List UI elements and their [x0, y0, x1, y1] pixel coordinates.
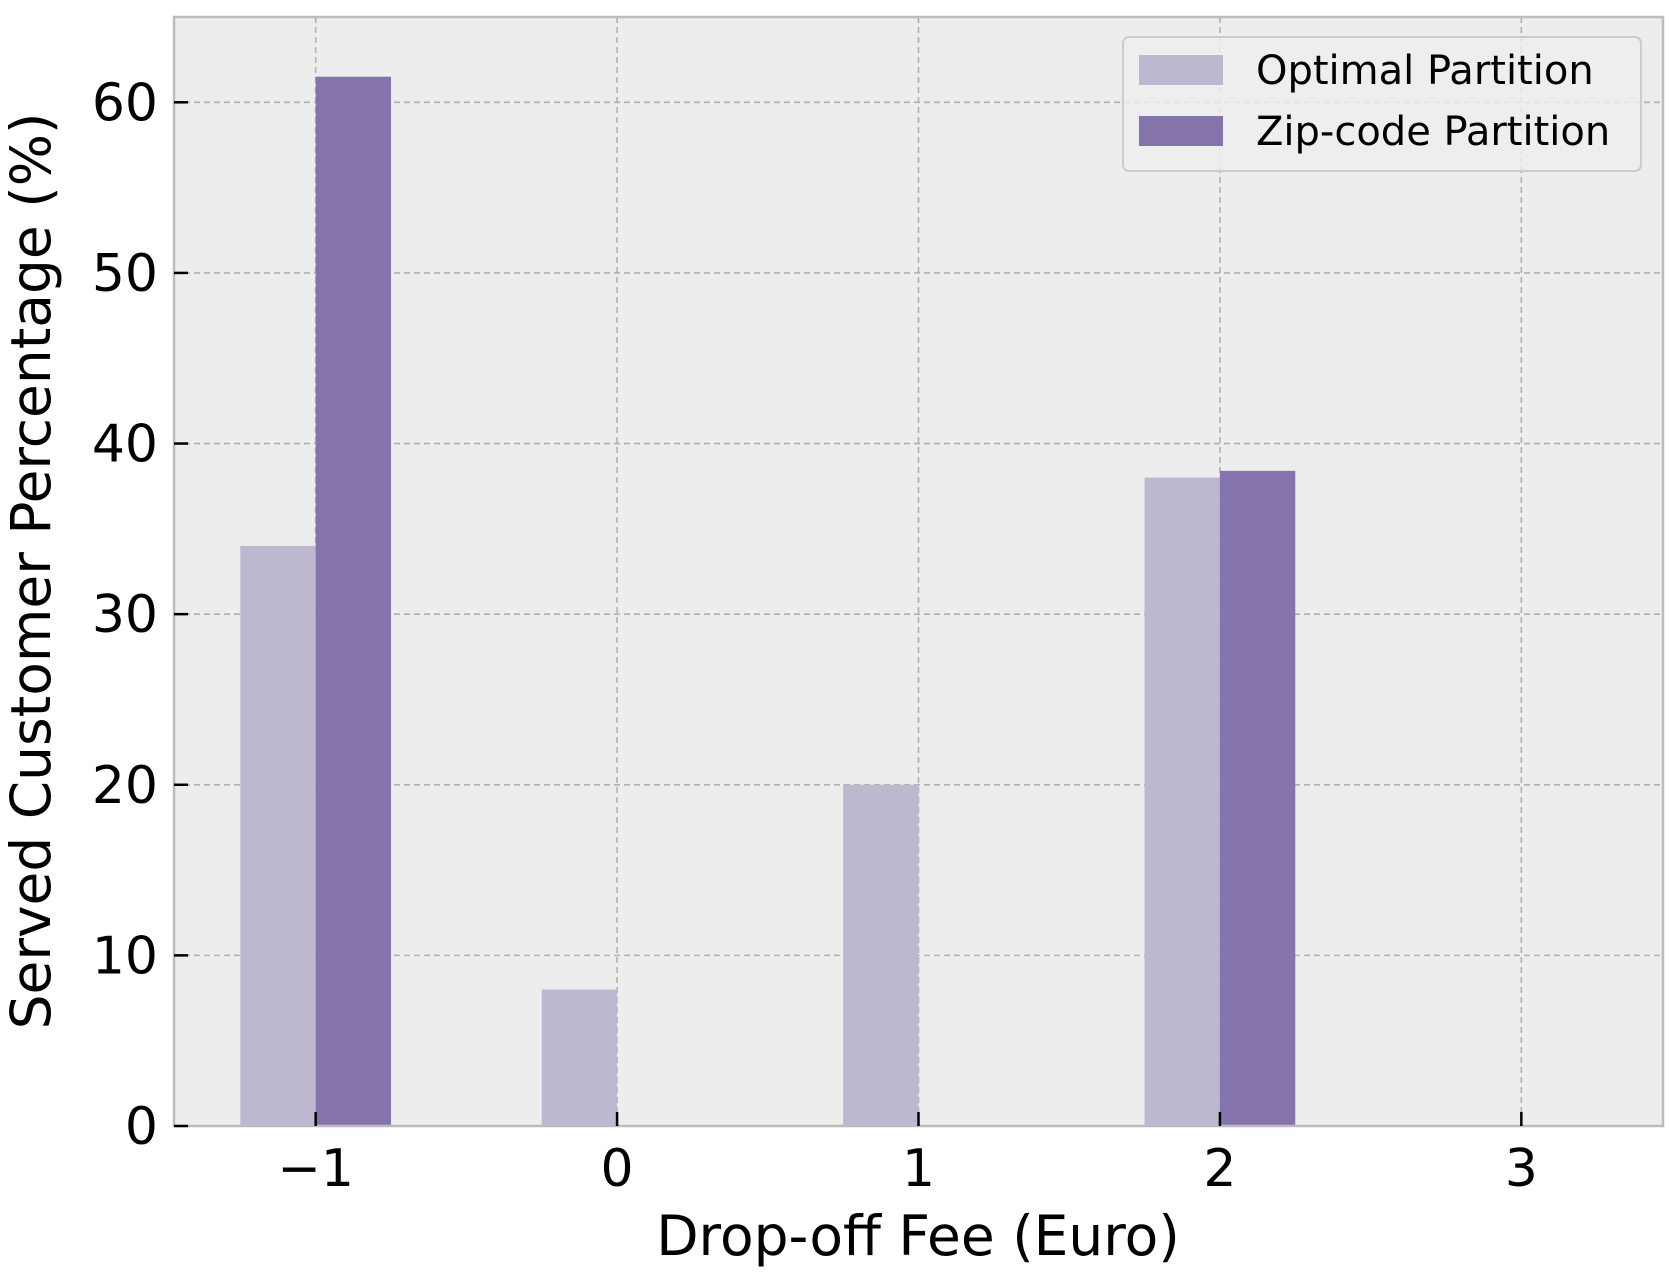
- x-tick-label: 2: [1203, 1139, 1236, 1199]
- x-tick-label: 3: [1505, 1139, 1538, 1199]
- bar-zipcode: [315, 76, 392, 1127]
- legend-label: Zip-code Partition: [1256, 109, 1610, 155]
- y-tick-label: 60: [92, 73, 158, 133]
- bars: [240, 76, 1296, 1127]
- bar-optimal: [843, 784, 919, 1126]
- y-axis-label: Served Customer Percentage (%): [0, 113, 63, 1030]
- y-tick-label: 10: [92, 926, 158, 986]
- y-tick-label: 20: [92, 756, 158, 816]
- x-tick-label: −1: [277, 1139, 354, 1199]
- x-tick-label: 0: [601, 1139, 634, 1199]
- bar-optimal: [240, 545, 316, 1126]
- legend: Optimal Partition Zip-code Partition: [1122, 36, 1642, 172]
- legend-label: Optimal Partition: [1256, 48, 1594, 94]
- y-tick-label: 0: [125, 1097, 158, 1157]
- bar-zipcode: [1219, 470, 1296, 1126]
- legend-box: [1122, 36, 1642, 172]
- y-tick-label: 30: [92, 585, 158, 645]
- bar-optimal: [1144, 477, 1220, 1127]
- legend-swatch: [1139, 116, 1223, 146]
- legend-swatch: [1139, 55, 1223, 85]
- x-tick-label: 1: [902, 1139, 935, 1199]
- x-axis-label: Drop-off Fee (Euro): [656, 1204, 1180, 1268]
- bar-optimal: [541, 989, 618, 1126]
- y-tick-label: 50: [92, 244, 158, 304]
- y-tick-label: 40: [92, 415, 158, 475]
